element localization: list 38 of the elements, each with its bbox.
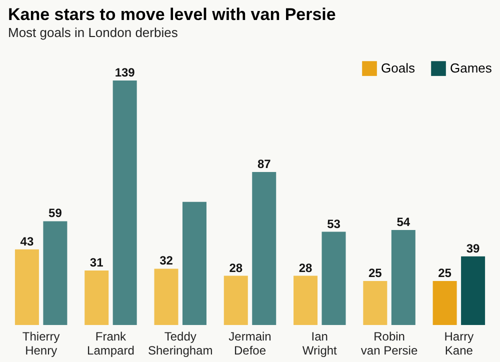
bar	[363, 281, 388, 325]
x-tick-label: Jermain Defoe	[228, 330, 272, 358]
bar	[432, 281, 457, 325]
x-tick-label: Frank Lampard	[87, 330, 134, 358]
x-tick-label: Harry Kane	[444, 330, 474, 358]
data-label: 28	[229, 260, 243, 275]
data-label: 87	[257, 157, 272, 171]
x-tick-label: Thierry Henry	[22, 330, 60, 358]
bar	[294, 276, 318, 325]
bar	[112, 80, 137, 325]
x-tick-label: Robin van Persie	[360, 330, 418, 358]
bar	[224, 276, 248, 325]
data-label: 39	[466, 241, 480, 256]
data-label: 31	[90, 255, 104, 270]
bar	[43, 221, 68, 325]
data-label: 32	[160, 254, 174, 268]
data-label: 28	[298, 260, 313, 275]
bar	[461, 256, 486, 325]
data-label: 139	[114, 66, 136, 80]
data-label: 59	[48, 206, 62, 220]
bar	[14, 249, 39, 325]
bar	[322, 232, 346, 325]
data-label: 25	[368, 266, 382, 280]
data-label: 25	[438, 266, 452, 280]
x-tick-label: Teddy Sheringham	[148, 330, 213, 358]
legend-label: Games	[450, 60, 492, 76]
chart-title: Kane stars to move level with van Persie	[8, 5, 336, 24]
x-tick-label: Ian Wright	[302, 330, 338, 358]
bar	[182, 202, 206, 325]
bar	[84, 270, 109, 325]
legend-label: Goals	[381, 60, 416, 76]
chart-subtitle: Most goals in London derbies	[8, 25, 178, 40]
data-label: 43	[20, 234, 34, 248]
bar	[391, 230, 416, 325]
data-label: 54	[396, 215, 410, 230]
bar	[154, 268, 178, 325]
bar	[252, 172, 276, 325]
data-label: 53	[327, 216, 341, 231]
